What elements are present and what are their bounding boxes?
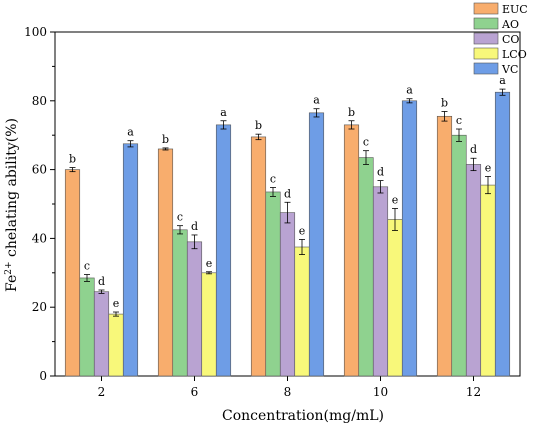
significance-label: d bbox=[284, 187, 291, 200]
y-tick-label: 100 bbox=[24, 25, 47, 39]
legend-swatch-euc bbox=[473, 2, 499, 15]
significance-label: d bbox=[377, 166, 384, 179]
bar-vc bbox=[122, 143, 139, 377]
significance-label: b bbox=[255, 119, 262, 132]
legend-swatch-co bbox=[473, 32, 499, 45]
bar-lco bbox=[108, 313, 124, 377]
significance-label: d bbox=[470, 143, 477, 156]
y-tick-label: 80 bbox=[32, 94, 47, 108]
significance-label: b bbox=[348, 106, 355, 119]
bar-ao bbox=[79, 277, 95, 377]
bar-lco bbox=[480, 184, 496, 377]
bar-euc bbox=[436, 115, 453, 377]
significance-label: c bbox=[363, 136, 369, 149]
y-tick-label: 60 bbox=[32, 163, 47, 177]
bar-euc bbox=[343, 124, 360, 377]
bar-lco bbox=[201, 272, 217, 377]
legend-label-lco: LCO bbox=[502, 48, 527, 61]
x-tick-label: 12 bbox=[466, 385, 481, 399]
legend-label-vc: VC bbox=[501, 63, 518, 76]
significance-label: b bbox=[441, 96, 448, 109]
bar-vc bbox=[215, 124, 232, 377]
bar-co bbox=[465, 164, 482, 377]
legend-label-ao: AO bbox=[501, 18, 519, 31]
significance-label: a bbox=[127, 126, 134, 139]
bar-co bbox=[186, 241, 203, 377]
bar-vc bbox=[494, 91, 511, 377]
x-tick-label: 6 bbox=[191, 385, 199, 399]
significance-label: a bbox=[220, 106, 227, 119]
bar-co bbox=[279, 212, 296, 377]
x-tick-label: 8 bbox=[284, 385, 292, 399]
bar-vc bbox=[401, 100, 418, 377]
legend-label-co: CO bbox=[502, 33, 519, 46]
significance-label: c bbox=[177, 211, 183, 224]
bar-co bbox=[372, 186, 389, 377]
bar-lco bbox=[294, 246, 310, 377]
bar-vc bbox=[308, 112, 325, 377]
x-axis-label: Concentration(mg/mL) bbox=[222, 408, 384, 424]
plot-area: 0204060801002bcdea6bcdea8bcdea10bcdea12b… bbox=[24, 25, 521, 399]
bar-euc bbox=[250, 136, 267, 377]
bar-co bbox=[93, 291, 110, 377]
significance-label: e bbox=[485, 161, 492, 174]
significance-label: c bbox=[456, 114, 462, 127]
legend-label-euc: EUC bbox=[502, 3, 528, 16]
bar-ao bbox=[265, 191, 281, 377]
y-axis-label: Fe2+ chelating ability(%) bbox=[4, 118, 20, 292]
significance-label: e bbox=[392, 193, 399, 206]
x-tick-label: 2 bbox=[98, 385, 106, 399]
bar-ao bbox=[358, 157, 374, 377]
bar-ao bbox=[172, 229, 188, 377]
bar-lco bbox=[387, 219, 403, 377]
significance-label: d bbox=[191, 220, 198, 233]
significance-label: e bbox=[206, 257, 213, 270]
significance-label: b bbox=[69, 153, 76, 166]
legend-swatch-lco bbox=[473, 47, 499, 60]
legend-swatch-vc bbox=[473, 62, 499, 75]
significance-label: d bbox=[98, 275, 105, 288]
significance-label: a bbox=[406, 84, 413, 97]
legend-swatch-ao bbox=[473, 17, 499, 30]
significance-label: a bbox=[499, 74, 506, 87]
significance-label: c bbox=[84, 260, 90, 273]
bar-euc bbox=[157, 148, 174, 377]
axes: Fe2+ chelating ability(%) Concentration(… bbox=[4, 118, 384, 424]
significance-label: e bbox=[113, 297, 120, 310]
significance-label: b bbox=[162, 133, 169, 146]
y-tick-label: 0 bbox=[39, 369, 47, 383]
bar-euc bbox=[64, 169, 81, 377]
significance-label: e bbox=[299, 224, 306, 237]
legend: EUC AO CO LCO VC bbox=[473, 2, 528, 76]
y-tick-label: 40 bbox=[32, 231, 47, 245]
bar-ao bbox=[451, 134, 467, 377]
significance-label: c bbox=[270, 172, 276, 185]
significance-label: a bbox=[313, 94, 320, 107]
x-tick-label: 10 bbox=[373, 385, 388, 399]
y-tick-label: 20 bbox=[32, 300, 47, 314]
